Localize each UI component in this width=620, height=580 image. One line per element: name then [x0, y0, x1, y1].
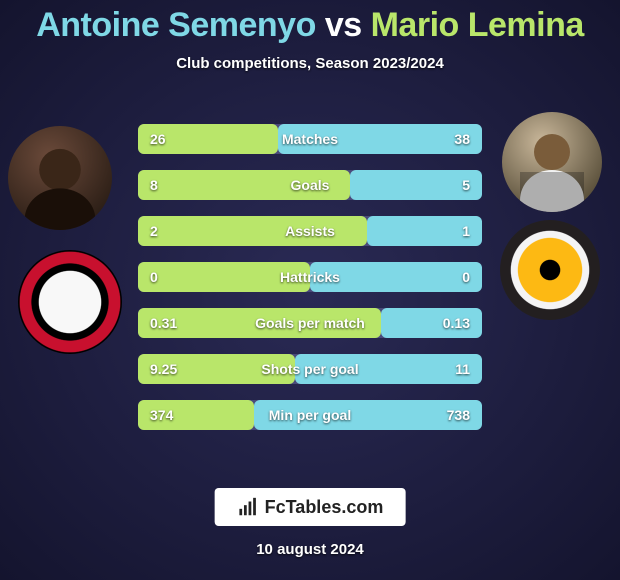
stat-value-right: 38 — [412, 131, 482, 147]
player2-name: Mario Lemina — [371, 6, 584, 44]
stat-value-right: 1 — [412, 223, 482, 239]
stat-value-right: 0.13 — [412, 315, 482, 331]
stat-value-right: 5 — [412, 177, 482, 193]
stat-row: 26Matches38 — [138, 124, 482, 154]
vs-text: vs — [325, 6, 362, 44]
stat-value-left: 9.25 — [138, 361, 208, 377]
stat-value-left: 374 — [138, 407, 208, 423]
stat-value-left: 2 — [138, 223, 208, 239]
stat-row: 8Goals5 — [138, 170, 482, 200]
player1-avatar — [8, 126, 112, 230]
stat-value-right: 11 — [412, 361, 482, 377]
stat-value-right: 0 — [412, 269, 482, 285]
subtitle: Club competitions, Season 2023/2024 — [0, 55, 620, 72]
stat-label: Goals — [208, 177, 412, 193]
comparison-title: Antoine Semenyo vs Mario Lemina — [0, 0, 620, 45]
stat-label: Goals per match — [208, 315, 412, 331]
stat-row: 2Assists1 — [138, 216, 482, 246]
date-text: 10 august 2024 — [0, 541, 620, 558]
chart-icon — [237, 496, 259, 518]
comparison-bars: 26Matches38 8Goals5 2Assists1 0Hattricks0 0.… — [138, 124, 482, 446]
stat-value-right: 738 — [412, 407, 482, 423]
stat-label: Matches — [208, 131, 412, 147]
stat-row: 374Min per goal738 — [138, 400, 482, 430]
brand-text: FcTables.com — [265, 497, 384, 518]
stat-label: Min per goal — [208, 407, 412, 423]
stat-row: 9.25Shots per goal11 — [138, 354, 482, 384]
stat-label: Assists — [208, 223, 412, 239]
stat-label: Shots per goal — [208, 361, 412, 377]
stat-value-left: 0.31 — [138, 315, 208, 331]
stat-value-left: 26 — [138, 131, 208, 147]
player1-club-crest — [18, 250, 122, 354]
player2-club-crest — [500, 220, 600, 320]
brand-badge: FcTables.com — [215, 488, 406, 526]
stat-row: 0Hattricks0 — [138, 262, 482, 292]
player2-avatar — [502, 112, 602, 212]
stat-row: 0.31Goals per match0.13 — [138, 308, 482, 338]
stat-value-left: 0 — [138, 269, 208, 285]
stat-value-left: 8 — [138, 177, 208, 193]
player1-name: Antoine Semenyo — [36, 6, 316, 44]
stat-label: Hattricks — [208, 269, 412, 285]
